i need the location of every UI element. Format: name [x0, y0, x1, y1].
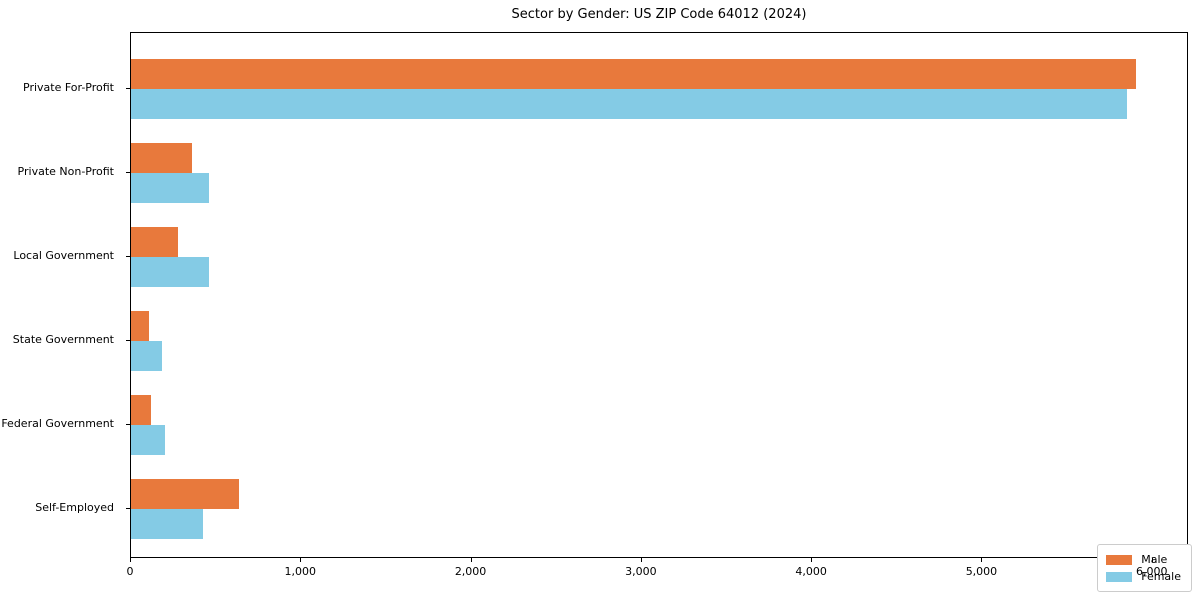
bar-male-5 [131, 479, 240, 509]
x-tick-mark [1151, 558, 1153, 562]
x-tick-mark [811, 558, 813, 562]
plot-area [130, 32, 1188, 558]
x-tick-label: 0 [126, 565, 134, 578]
y-axis-label: Private For-Profit [23, 81, 114, 94]
y-tick-mark [126, 172, 130, 173]
legend: Male Female [1097, 544, 1192, 592]
bar-male-3 [131, 311, 149, 341]
y-axis-label: Federal Government [1, 417, 114, 430]
bar-male-1 [131, 143, 193, 173]
x-tick-mark [981, 558, 983, 562]
bar-female-0 [131, 89, 1128, 119]
y-axis-label: Self-Employed [35, 501, 114, 514]
x-tick-mark [470, 558, 472, 562]
bar-female-3 [131, 341, 162, 371]
bar-female-4 [131, 425, 166, 455]
y-tick-mark [126, 88, 130, 89]
x-tick-label: 3,000 [625, 565, 657, 578]
x-tick-mark [300, 558, 302, 562]
x-tick-label: 6,000 [1135, 565, 1168, 578]
bar-female-1 [131, 173, 210, 203]
legend-item-male: Male [1106, 551, 1181, 568]
y-axis-labels: Private For-Profit Private Non-Profit Loca… [0, 32, 122, 558]
male-swatch [1106, 554, 1133, 565]
x-tick-label: 4,000 [795, 565, 827, 578]
chart-title: Sector by Gender: US ZIP Code 64012 (202… [511, 7, 807, 22]
x-tick-label: 5,000 [965, 565, 998, 578]
bar-male-2 [131, 227, 178, 257]
bar-female-2 [131, 257, 210, 287]
female-swatch [1106, 571, 1133, 582]
y-tick-mark [126, 340, 130, 341]
y-tick-mark [126, 256, 130, 257]
legend-label-male: Male [1141, 553, 1168, 566]
y-tick-mark [126, 424, 130, 425]
bar-female-5 [131, 509, 204, 539]
y-axis-label: Private Non-Profit [17, 165, 114, 178]
bar-male-4 [131, 395, 152, 425]
x-tick-mark [130, 558, 131, 562]
x-tick-label: 2,000 [454, 565, 487, 578]
y-axis-label: State Government [12, 333, 114, 346]
bar-male-0 [131, 59, 1136, 89]
x-tick-mark [640, 558, 642, 562]
legend-item-female: Female [1106, 568, 1181, 585]
legend-label-female: Female [1141, 570, 1181, 583]
x-tick-label: 1,000 [284, 565, 317, 578]
y-tick-mark [126, 508, 130, 509]
y-axis-label: Local Government [13, 249, 114, 262]
